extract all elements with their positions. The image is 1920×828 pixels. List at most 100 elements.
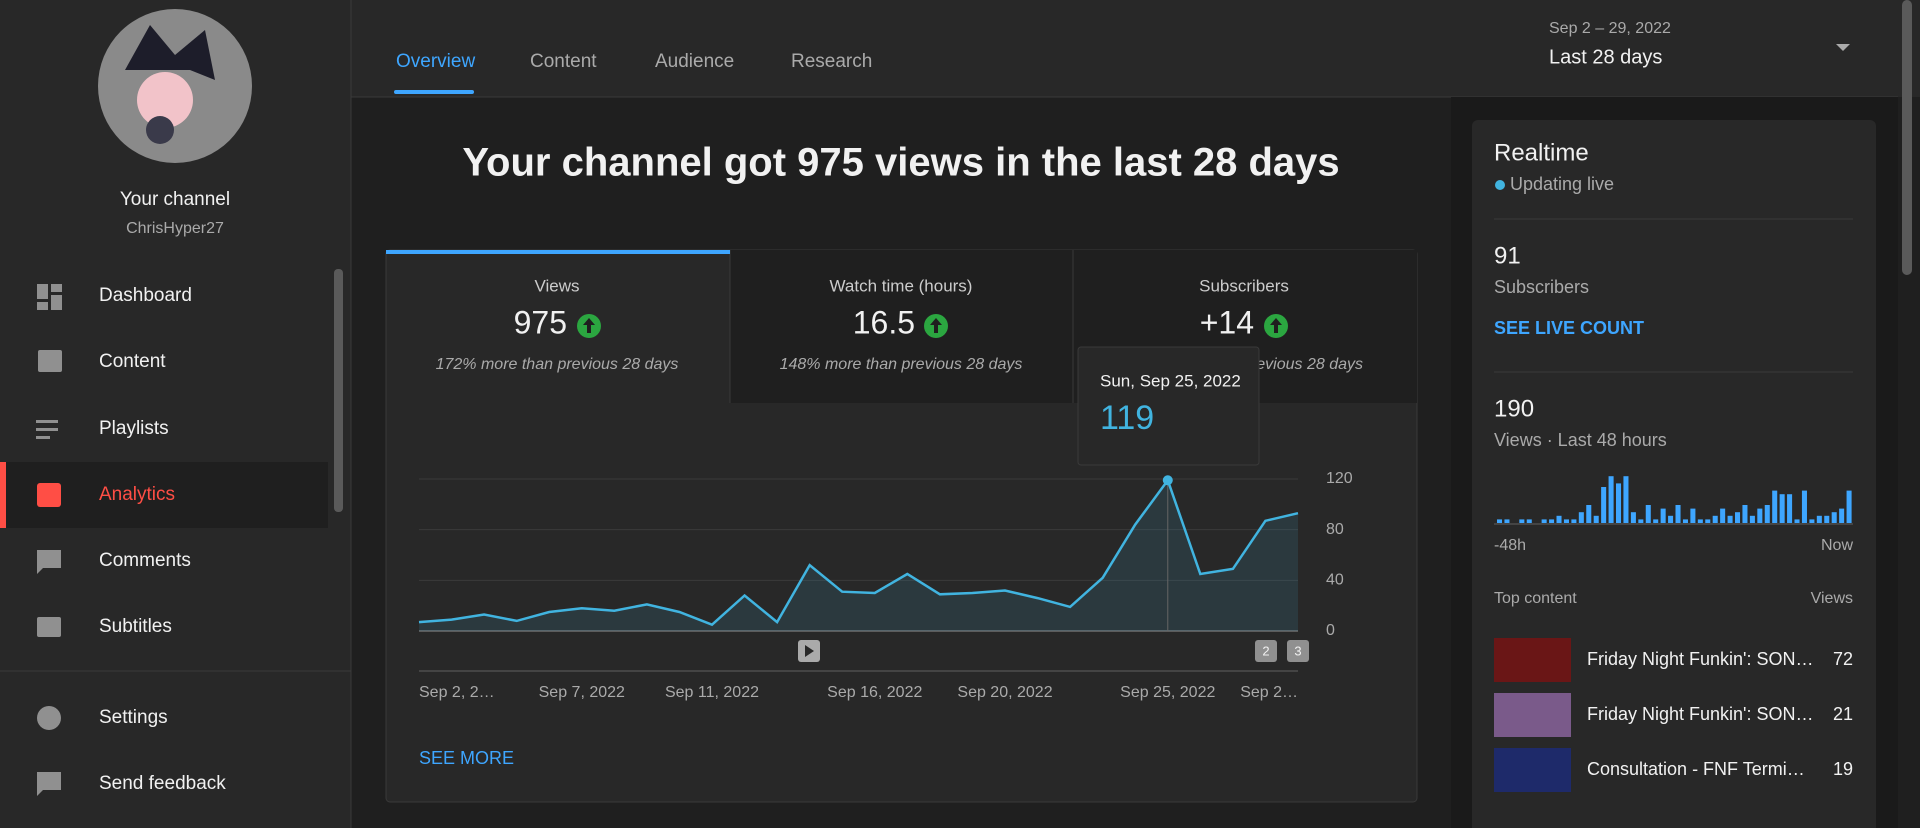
annotation: 2 [1262, 643, 1269, 658]
metric-value: +14 [1200, 304, 1254, 340]
tab-indicator [394, 90, 474, 94]
x-tick-label: Sep 7, 2022 [539, 684, 625, 701]
tab[interactable]: Overview [396, 51, 475, 72]
bar [1526, 519, 1532, 523]
bar [1645, 505, 1651, 523]
up-arrow [1270, 318, 1282, 333]
realtime-status: Updating live [1510, 174, 1614, 194]
bar [1720, 508, 1726, 523]
icon [37, 302, 48, 310]
icon [51, 295, 62, 310]
content-title[interactable]: Consultation - FNF Termi… [1587, 759, 1805, 779]
content-title[interactable]: Friday Night Funkin': SON… [1587, 649, 1814, 669]
bar [1504, 519, 1510, 523]
bar [1779, 494, 1785, 523]
metric-value: 16.5 [853, 304, 915, 340]
icon [37, 772, 61, 796]
nav-item[interactable]: Settings [99, 707, 168, 728]
content-title[interactable]: Friday Night Funkin': SON… [1587, 704, 1814, 724]
bar [1727, 515, 1733, 523]
thumbnail[interactable] [1494, 748, 1571, 792]
thumbnail[interactable] [1494, 638, 1571, 682]
icon [36, 420, 58, 423]
icon [37, 706, 61, 730]
x-tick-label: Sep 2… [1240, 684, 1298, 701]
bar [1712, 515, 1718, 523]
metric-label[interactable]: Subscribers [1199, 276, 1289, 295]
bar [1735, 512, 1741, 523]
bar [1630, 512, 1636, 523]
bar [1660, 508, 1666, 523]
metric-label[interactable]: Watch time (hours) [830, 276, 973, 295]
bar [1749, 515, 1755, 523]
nav-item[interactable]: Analytics [99, 484, 175, 505]
live-dot [1495, 180, 1505, 190]
scrollbar[interactable] [1902, 0, 1912, 275]
metric-value: 975 [514, 304, 567, 340]
bar [1601, 487, 1607, 523]
realtime-card [1472, 120, 1876, 828]
y-tick-label: 120 [1326, 470, 1353, 487]
period[interactable]: Last 28 days [1549, 46, 1662, 68]
see-more[interactable]: SEE MORE [419, 748, 514, 768]
tab[interactable]: Content [530, 51, 597, 72]
y-tick-label: 0 [1326, 622, 1335, 639]
content-views: 72 [1833, 649, 1853, 669]
thumbnail[interactable] [1494, 693, 1571, 737]
bar [1668, 515, 1674, 523]
nav-item[interactable]: Dashboard [99, 285, 192, 306]
nav-item[interactable]: Send feedback [99, 773, 226, 794]
up-arrow [583, 318, 595, 333]
annotation-marker [1255, 640, 1277, 662]
bar [1556, 515, 1562, 523]
bar [1809, 519, 1815, 523]
icon [37, 617, 61, 637]
content-views: 19 [1833, 759, 1853, 779]
nav-item[interactable]: Playlists [99, 418, 169, 439]
x-tick-label: -48h [1494, 537, 1526, 554]
bar [1653, 519, 1659, 523]
bar [1824, 515, 1830, 523]
top-content-label: Top content [1494, 590, 1577, 607]
metric-label[interactable]: Views [534, 276, 579, 295]
nav-item[interactable]: Comments [99, 550, 191, 571]
avatar-art [125, 25, 215, 80]
scrollbar[interactable] [334, 269, 343, 512]
up-arrows [577, 314, 1288, 338]
realtime-title: Realtime [1494, 139, 1589, 166]
channel-handle: ChrisHyper27 [126, 220, 224, 237]
bar [1638, 519, 1644, 523]
icon [51, 284, 62, 292]
metric-comparison: 148% more than previous 28 days [780, 356, 1023, 373]
tooltip-value: 119 [1100, 399, 1154, 437]
bar [1608, 476, 1614, 523]
x-tick-label: Sep 20, 2022 [957, 684, 1052, 701]
dropdown-arrow[interactable] [1836, 44, 1850, 51]
date-range[interactable]: Sep 2 – 29, 2022 [1549, 20, 1671, 37]
channel-title: Your channel [120, 189, 230, 210]
bar [1616, 483, 1622, 523]
line-chart: 0 40 80 120 Sep 2, 2… Sep 7, 2022 Sep 11, 2022… [418, 470, 1353, 701]
nav-indicator [0, 462, 6, 528]
nav-item[interactable]: Subtitles [99, 616, 172, 637]
content-views: 21 [1833, 704, 1853, 724]
bar [1816, 515, 1822, 523]
icon [36, 436, 50, 439]
live-count-link[interactable]: SEE LIVE COUNT [1494, 318, 1644, 338]
nav-item[interactable]: Content [99, 351, 166, 372]
tab[interactable]: Audience [655, 51, 734, 72]
bar [1563, 519, 1569, 523]
up-arrow [930, 318, 942, 333]
bar [1787, 494, 1793, 523]
bar [1705, 519, 1711, 523]
subscriber-label: Subscribers [1494, 277, 1589, 297]
top-bar [351, 0, 1920, 97]
bar [1697, 519, 1703, 523]
tab[interactable]: Research [791, 51, 872, 72]
bar [1757, 508, 1763, 523]
bar [1682, 519, 1688, 523]
x-tick-label: Sep 25, 2022 [1120, 684, 1215, 701]
avatar-art [146, 116, 174, 144]
area [419, 480, 1298, 631]
